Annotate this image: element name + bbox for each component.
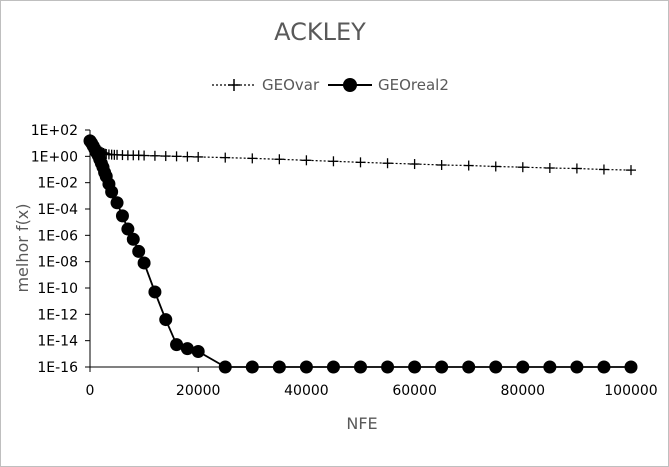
data-point-geovar xyxy=(301,155,312,166)
data-point-georeal2 xyxy=(110,196,124,210)
x-axis-label: NFE xyxy=(346,414,377,433)
data-point-georeal2 xyxy=(180,342,194,356)
data-point-geovar xyxy=(598,164,609,175)
data-point-geovar xyxy=(274,154,285,165)
data-point-geovar xyxy=(517,162,528,173)
data-point-georeal2 xyxy=(126,232,140,246)
legend-marker-geovar xyxy=(228,79,240,91)
y-tick-label: 1E-14 xyxy=(37,334,78,350)
data-point-geovar xyxy=(436,159,447,170)
data-point-georeal2 xyxy=(299,360,313,374)
y-tick-label: 1E-08 xyxy=(37,255,78,271)
data-point-geovar xyxy=(149,150,160,161)
y-tick-label: 1E-02 xyxy=(37,176,78,192)
data-point-georeal2 xyxy=(354,360,367,374)
data-point-geovar xyxy=(490,161,501,172)
data-point-georeal2 xyxy=(121,222,135,236)
data-point-geovar xyxy=(409,159,420,170)
legend-label-georeal2: GEOreal2 xyxy=(378,76,449,94)
data-point-georeal2 xyxy=(105,185,119,199)
y-tick-label: 1E-06 xyxy=(37,228,78,244)
data-point-georeal2 xyxy=(115,209,129,223)
y-tick-label: 1E-10 xyxy=(37,281,78,297)
data-point-georeal2 xyxy=(272,360,286,374)
y-tick-label: 1E-16 xyxy=(37,360,78,376)
data-point-geovar xyxy=(139,150,150,161)
data-point-georeal2 xyxy=(570,360,584,374)
data-point-georeal2 xyxy=(245,360,259,374)
data-point-georeal2 xyxy=(624,360,638,374)
data-point-georeal2 xyxy=(148,285,162,299)
x-tick-label: 0 xyxy=(86,383,95,399)
series-line-georeal2 xyxy=(89,140,631,368)
y-tick-labels: 1E+02 1E+00 1E-02 1E-04 1E-06 1E-08 1E-10 1E-12… xyxy=(31,123,90,376)
data-point-geovar xyxy=(544,162,555,173)
y-tick-label: 1E-04 xyxy=(37,202,78,218)
legend: GEOvar GEOreal2 xyxy=(212,76,449,94)
data-point-geovar xyxy=(247,153,258,164)
data-point-georeal2 xyxy=(435,360,449,374)
x-tick-labels: 0 20000 40000 60000 80000 100000 xyxy=(86,367,658,399)
x-tick-label: 100000 xyxy=(604,383,657,399)
data-point-geovar xyxy=(463,160,474,171)
data-point-georeal2 xyxy=(137,256,151,270)
y-tick-label: 1E+02 xyxy=(31,123,78,139)
x-tick-label: 20000 xyxy=(176,383,221,399)
data-point-geovar xyxy=(193,151,204,162)
y-tick-label: 1E-12 xyxy=(37,307,78,323)
x-tick-label: 40000 xyxy=(284,383,329,399)
y-tick-label: 1E+00 xyxy=(31,149,78,165)
data-point-geovar xyxy=(382,158,393,169)
data-point-geovar xyxy=(626,165,636,176)
data-point-geovar xyxy=(171,151,182,162)
data-point-georeal2 xyxy=(159,313,173,327)
data-point-georeal2 xyxy=(191,345,205,359)
data-point-geovar xyxy=(160,151,171,162)
x-tick-label: 60000 xyxy=(392,383,437,399)
data-point-georeal2 xyxy=(408,360,422,374)
chart-title: ACKLEY xyxy=(274,18,366,46)
data-point-geovar xyxy=(182,151,193,162)
data-point-georeal2 xyxy=(543,360,557,374)
legend-label-geovar: GEOvar xyxy=(262,76,320,94)
x-tick-label: 80000 xyxy=(501,383,546,399)
data-point-georeal2 xyxy=(381,360,395,374)
data-point-georeal2 xyxy=(218,360,232,374)
y-axis-label: melhor f(x) xyxy=(13,203,32,292)
data-point-georeal2 xyxy=(516,360,530,374)
legend-marker-georeal2 xyxy=(343,78,357,92)
data-point-geovar xyxy=(571,163,582,174)
data-point-georeal2 xyxy=(489,360,503,374)
data-point-georeal2 xyxy=(132,244,146,258)
data-point-georeal2 xyxy=(597,360,611,374)
data-point-georeal2 xyxy=(326,360,340,374)
data-point-geovar xyxy=(220,152,231,163)
series-lines xyxy=(89,138,632,368)
data-point-georeal2 xyxy=(170,338,184,352)
data-point-georeal2 xyxy=(462,360,476,374)
data-point-geovar xyxy=(328,156,339,167)
data-point-geovar xyxy=(355,157,366,168)
series-markers xyxy=(83,134,638,374)
